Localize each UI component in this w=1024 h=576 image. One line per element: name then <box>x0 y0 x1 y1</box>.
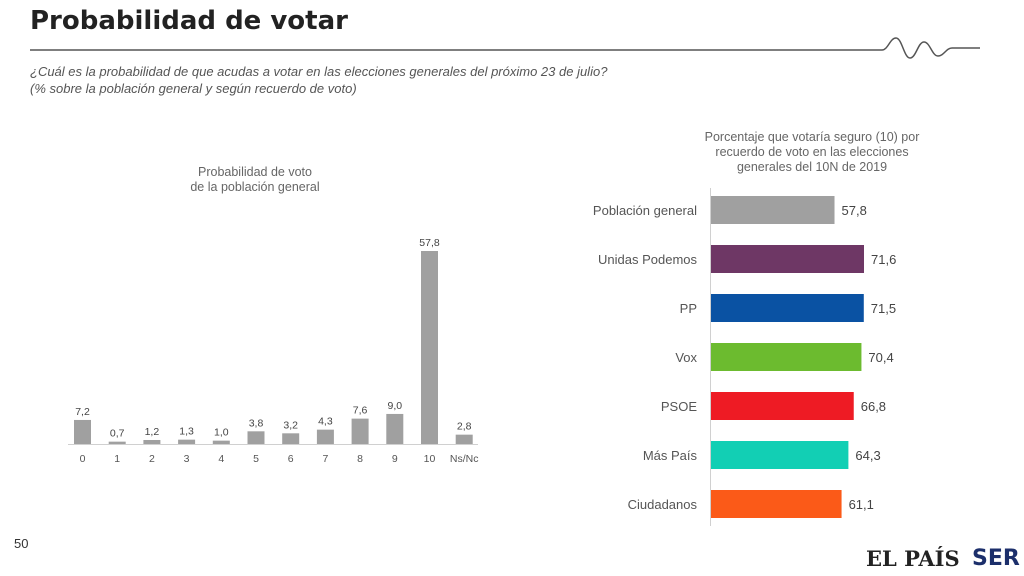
right-bar-psoe <box>711 392 854 420</box>
right-bar-value-label: 66,8 <box>861 399 886 414</box>
left-bar-Ns/Nc <box>455 434 473 444</box>
right-category-label: PP <box>680 301 697 316</box>
left-bar-value-label: 3,8 <box>249 417 264 429</box>
left-bar-value-label: 3,2 <box>283 419 298 431</box>
right-bar-value-label: 64,3 <box>855 448 880 463</box>
left-bar-2 <box>143 439 161 444</box>
right-bar-pp <box>711 294 864 322</box>
left-bar-value-label: 9,0 <box>387 400 402 412</box>
cadena-ser-logo: SER <box>972 546 1020 571</box>
left-category-label: 0 <box>80 453 86 465</box>
left-category-label: 10 <box>424 453 436 465</box>
left-category-label: 7 <box>322 453 328 465</box>
right-chart-title-line: recuerdo de voto en las elecciones <box>715 145 908 159</box>
right-category-label: Unidas Podemos <box>598 252 697 267</box>
left-bar-10 <box>421 251 438 444</box>
right-bar-value-label: 71,6 <box>871 252 896 267</box>
right-bar-value-label: 70,4 <box>868 350 893 365</box>
left-bar-value-label: 0,7 <box>110 428 125 440</box>
left-chart-title-line: Probabilidad de voto <box>198 165 312 179</box>
page-subtitle: ¿Cuál es la probabilidad de que acudas a… <box>30 63 790 97</box>
left-category-label: 2 <box>149 453 155 465</box>
right-category-label: PSOE <box>661 399 697 414</box>
left-bar-value-label: 2,8 <box>457 421 472 433</box>
right-bar-unidas-podemos <box>711 245 864 273</box>
left-bar-value-label: 7,6 <box>353 405 368 417</box>
left-bar-value-label: 1,2 <box>145 426 160 438</box>
left-bar-9 <box>386 413 404 444</box>
left-bar-0 <box>74 419 91 444</box>
right-bar-ciudadanos <box>711 490 842 518</box>
left-bar-value-label: 57,8 <box>419 237 440 249</box>
right-category-label: Ciudadanos <box>628 497 698 512</box>
right-bar-value-label: 71,5 <box>871 301 896 316</box>
right-bar-más-país <box>711 441 849 469</box>
left-chart-title-line: de la población general <box>190 180 319 194</box>
left-bar-8 <box>351 418 369 444</box>
right-category-label: Población general <box>593 203 697 218</box>
right-bar-población-general <box>711 196 835 224</box>
chart-sure-vote-by-party: Porcentaje que votaría seguro (10) porre… <box>593 130 920 526</box>
right-category-label: Más País <box>643 448 698 463</box>
subtitle-note: (% sobre la población general y según re… <box>30 81 357 96</box>
right-chart-title-line: Porcentaje que votaría seguro (10) por <box>705 130 920 144</box>
left-category-label: 8 <box>357 453 363 465</box>
left-bar-value-label: 4,3 <box>318 416 333 428</box>
header-wave-line <box>30 37 980 59</box>
left-category-label: 4 <box>218 453 224 465</box>
left-bar-value-label: 1,3 <box>179 426 194 438</box>
left-category-label: 9 <box>392 453 398 465</box>
left-category-label: 3 <box>184 453 190 465</box>
left-bar-1 <box>108 441 126 444</box>
right-category-label: Vox <box>675 350 697 365</box>
page-number: 50 <box>14 536 29 551</box>
left-bar-4 <box>212 440 230 444</box>
left-category-label: 5 <box>253 453 259 465</box>
page-title: Probabilidad de votar <box>30 6 348 36</box>
left-category-label: Ns/Nc <box>450 453 479 465</box>
left-bar-value-label: 1,0 <box>214 427 229 439</box>
left-bar-5 <box>247 431 265 444</box>
left-bar-7 <box>316 429 334 444</box>
right-chart-title-line: generales del 10N de 2019 <box>737 160 887 174</box>
right-bar-value-label: 57,8 <box>842 203 867 218</box>
left-bar-value-label: 7,2 <box>75 406 90 418</box>
left-category-label: 6 <box>288 453 294 465</box>
left-category-label: 1 <box>114 453 120 465</box>
el-pais-logo: EL PAÍS <box>866 546 960 571</box>
right-bar-value-label: 61,1 <box>849 497 874 512</box>
left-bar-3 <box>178 439 196 444</box>
right-bar-vox <box>711 343 862 371</box>
left-bar-6 <box>282 433 300 444</box>
subtitle-question: ¿Cuál es la probabilidad de que acudas a… <box>30 64 608 79</box>
